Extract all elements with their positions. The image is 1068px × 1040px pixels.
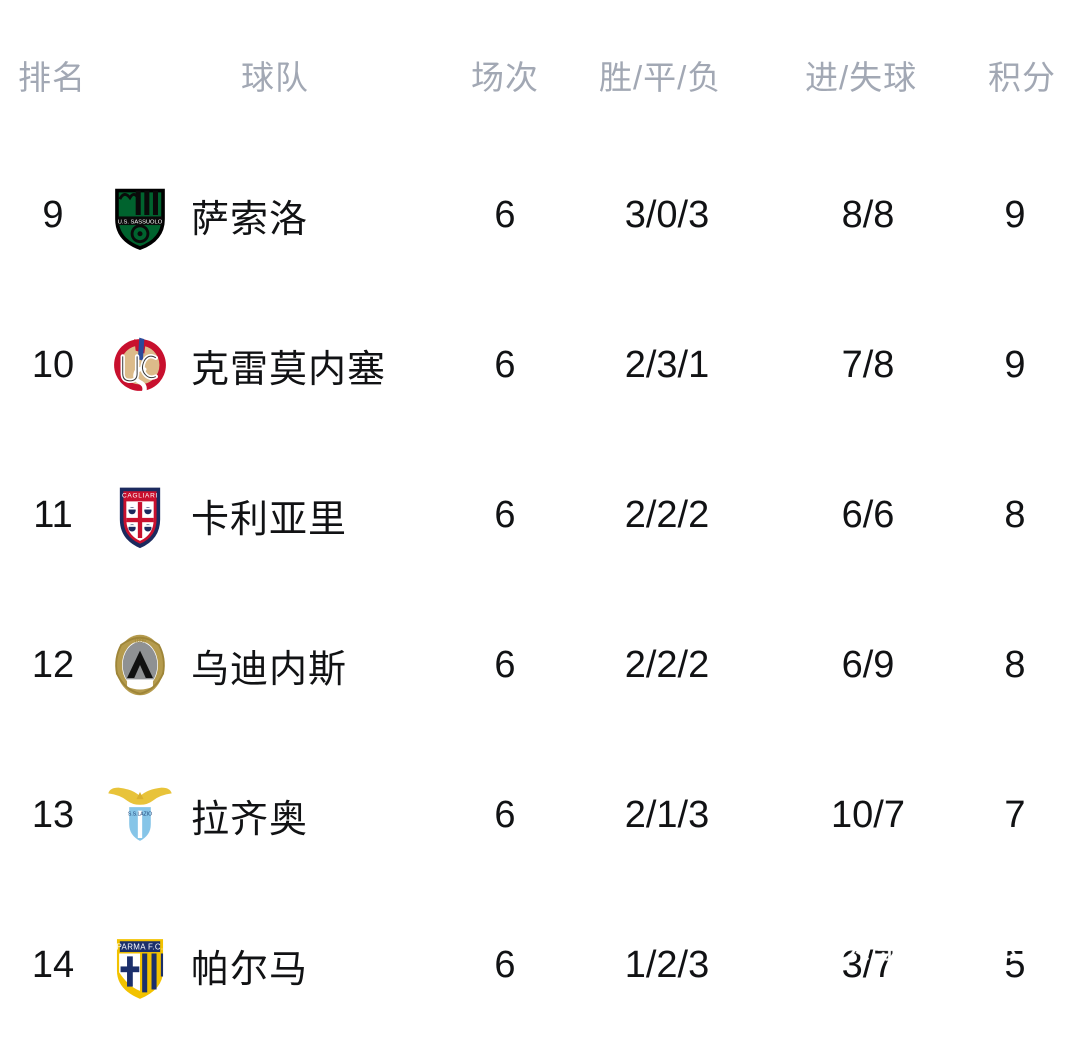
cell-rank: 14 [31, 943, 75, 986]
table-row[interactable]: 11 CAGLIARI [0, 440, 1068, 590]
table-row[interactable]: 12 1896 乌迪内斯 [0, 590, 1068, 740]
cell-wdl: 2/1/3 [624, 793, 710, 836]
league-standings-table: 排名 球队 场次 胜/平/负 进/失球 积分 9 U.S. SASSUOLO [0, 0, 1068, 999]
cell-rank: 13 [31, 793, 75, 836]
column-header-rank: 排名 [18, 59, 86, 96]
sassuolo-crest-icon: U.S. SASSUOLO [104, 179, 176, 251]
column-header-wdl: 胜/平/负 [599, 59, 722, 96]
column-header-goals: 进/失球 [805, 59, 918, 96]
table-row[interactable]: 9 U.S. SASSUOLO 萨索洛 6 3/0/3 8/8 [0, 140, 1068, 290]
cell-points: 9 [1004, 343, 1026, 386]
cell-goals: 8/8 [841, 193, 895, 236]
cell-wdl: 2/2/2 [624, 643, 710, 686]
cell-goals: 6/6 [841, 493, 895, 536]
cell-played: 6 [494, 493, 516, 536]
cremonese-crest-icon [104, 329, 176, 401]
cell-played: 6 [494, 793, 516, 836]
cell-rank: 12 [31, 643, 75, 686]
svg-text:CAGLIARI: CAGLIARI [122, 493, 158, 500]
svg-text:PARMA F.C.: PARMA F.C. [117, 943, 164, 952]
cell-team-name: 帕尔马 [191, 948, 309, 991]
cell-played: 6 [494, 943, 516, 986]
cell-crest [100, 290, 180, 440]
cell-points: 8 [1004, 493, 1026, 536]
cell-points: 7 [1004, 793, 1026, 836]
cell-played: 6 [494, 343, 516, 386]
table-row[interactable]: 10 [0, 290, 1068, 440]
svg-text:1896: 1896 [134, 639, 147, 645]
svg-text:S.S.LAZIO: S.S.LAZIO [128, 812, 152, 818]
lazio-crest-icon: S.S.LAZIO [104, 779, 176, 851]
cell-goals: 3/7 [841, 943, 895, 986]
cell-points: 8 [1004, 643, 1026, 686]
cell-wdl: 3/0/3 [624, 193, 710, 236]
column-header-played: 场次 [471, 59, 539, 96]
cell-crest: 1896 [100, 590, 180, 740]
cell-team-name: 克雷莫内塞 [191, 348, 387, 391]
cell-wdl: 1/2/3 [624, 943, 710, 986]
cell-rank: 11 [33, 493, 73, 536]
cell-points: 9 [1004, 193, 1026, 236]
column-header-team: 球队 [241, 59, 309, 96]
parma-crest-icon: PARMA F.C. [104, 929, 176, 1001]
cell-played: 6 [494, 193, 516, 236]
table-header-row: 排名 球队 场次 胜/平/负 进/失球 积分 [0, 0, 1068, 140]
cell-goals: 7/8 [841, 343, 895, 386]
cell-points: 5 [1004, 943, 1026, 986]
column-header-points: 积分 [988, 59, 1056, 96]
cell-crest: CAGLIARI [100, 440, 180, 590]
cell-rank: 10 [31, 343, 75, 386]
cell-goals: 10/7 [831, 793, 905, 836]
cell-crest: U.S. SASSUOLO [100, 140, 180, 290]
table-row[interactable]: 13 S.S.LAZIO 拉齐奥 6 2/1/3 10/7 7 [0, 740, 1068, 890]
cell-team-name: 卡利亚里 [191, 498, 348, 541]
cell-rank: 9 [42, 193, 64, 236]
cell-team-name: 乌迪内斯 [191, 648, 348, 691]
table-row[interactable]: 14 PARMA F.C. 帕尔马 6 [0, 890, 1068, 1040]
cell-wdl: 2/2/2 [624, 493, 710, 536]
cagliari-crest-icon: CAGLIARI [104, 479, 176, 551]
cell-crest: PARMA F.C. [100, 890, 180, 1040]
cell-played: 6 [494, 643, 516, 686]
svg-text:U.S. SASSUOLO: U.S. SASSUOLO [118, 219, 163, 225]
cell-team-name: 拉齐奥 [191, 798, 309, 841]
cell-team-name: 萨索洛 [191, 198, 309, 241]
udinese-crest-icon: 1896 [104, 629, 176, 701]
cell-crest: S.S.LAZIO [100, 740, 180, 890]
cell-goals: 6/9 [841, 643, 895, 686]
cell-wdl: 2/3/1 [624, 343, 710, 386]
